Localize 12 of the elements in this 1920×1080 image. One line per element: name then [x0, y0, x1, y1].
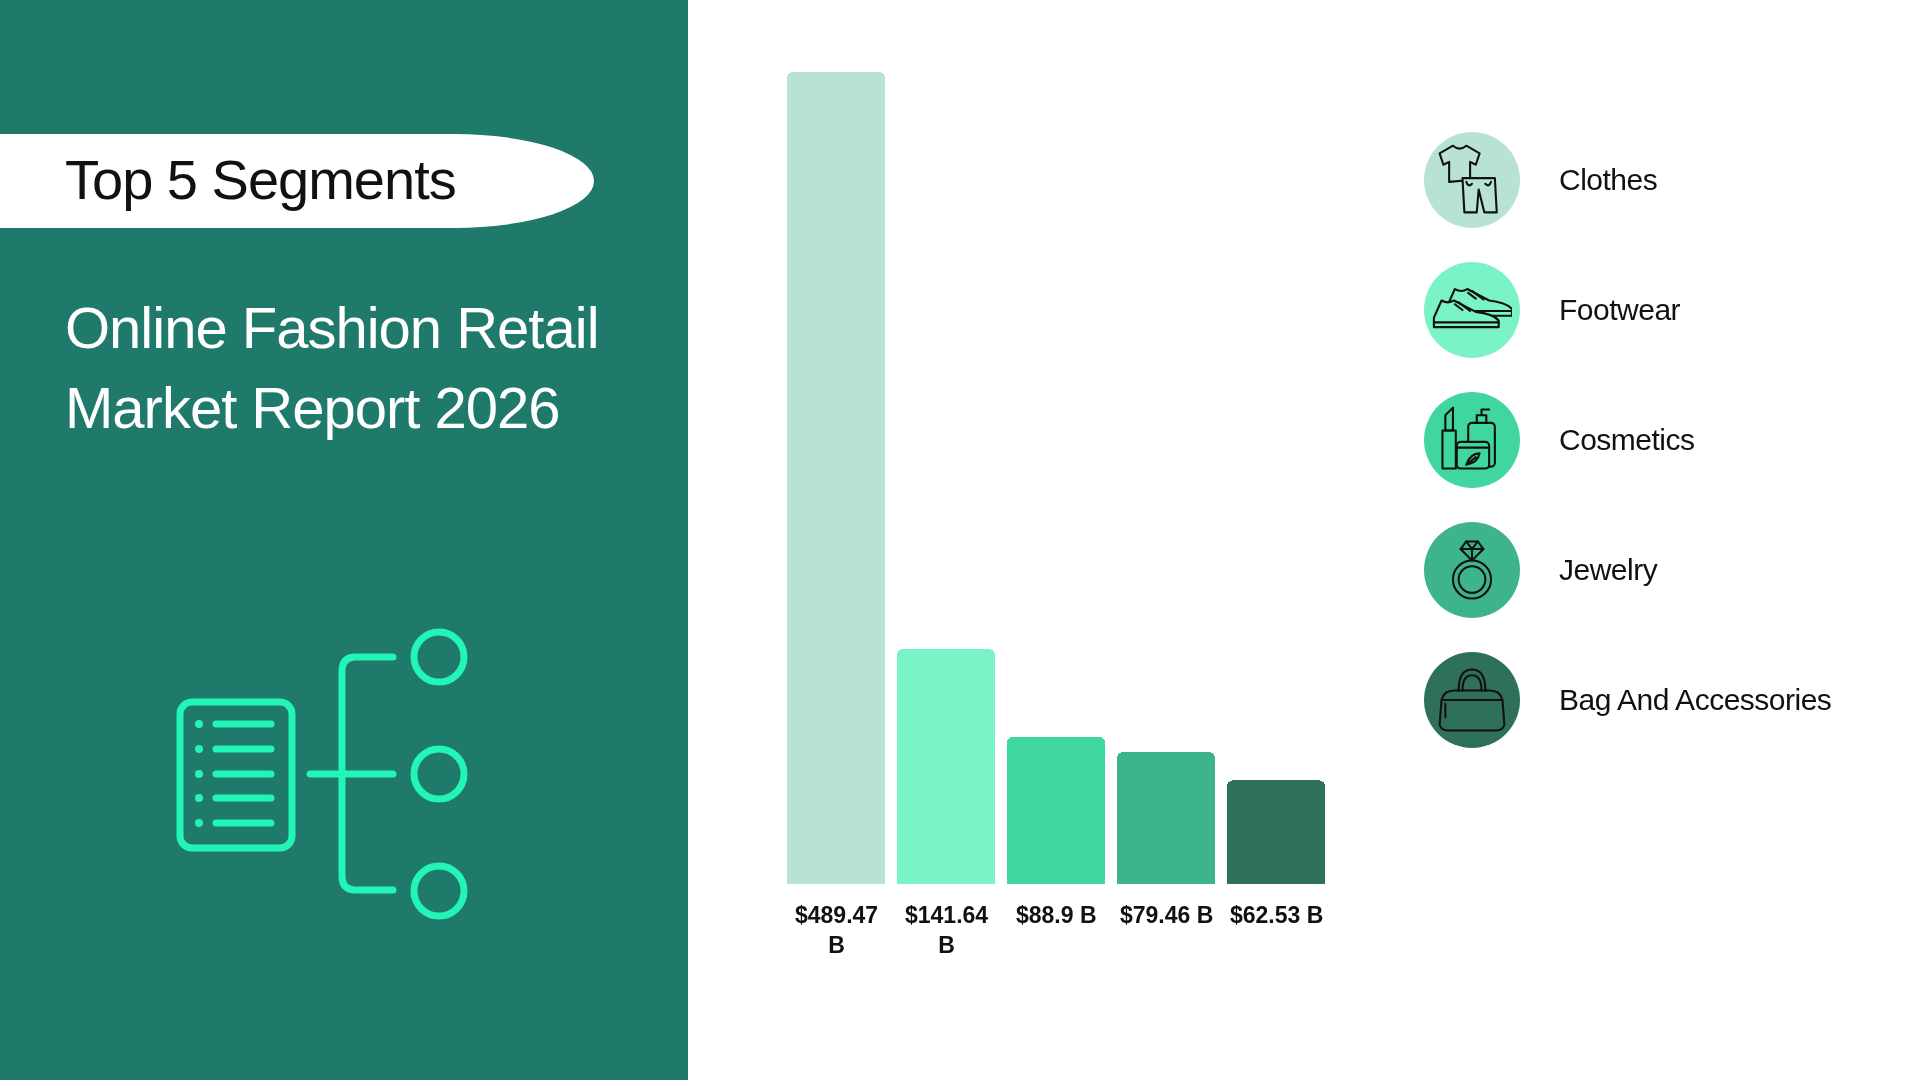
- data-label: $489.47 B: [795, 902, 879, 958]
- legend-label: Bag And Accessories: [1559, 682, 1832, 718]
- data-label: $88.9 B: [1016, 902, 1097, 928]
- legend-label: Cosmetics: [1559, 422, 1695, 458]
- data-label: $62.53 B: [1230, 902, 1324, 928]
- legend-label: Jewelry: [1559, 552, 1658, 588]
- data-label: $79.46 B: [1120, 902, 1214, 928]
- legend-label: Clothes: [1559, 162, 1658, 198]
- legend-label: Footwear: [1559, 292, 1681, 328]
- text: Online Fashion Retail Market Report 2026: [65, 294, 600, 442]
- data-label: $141.64 B: [905, 902, 989, 958]
- text: Top 5 Segments: [65, 148, 456, 212]
